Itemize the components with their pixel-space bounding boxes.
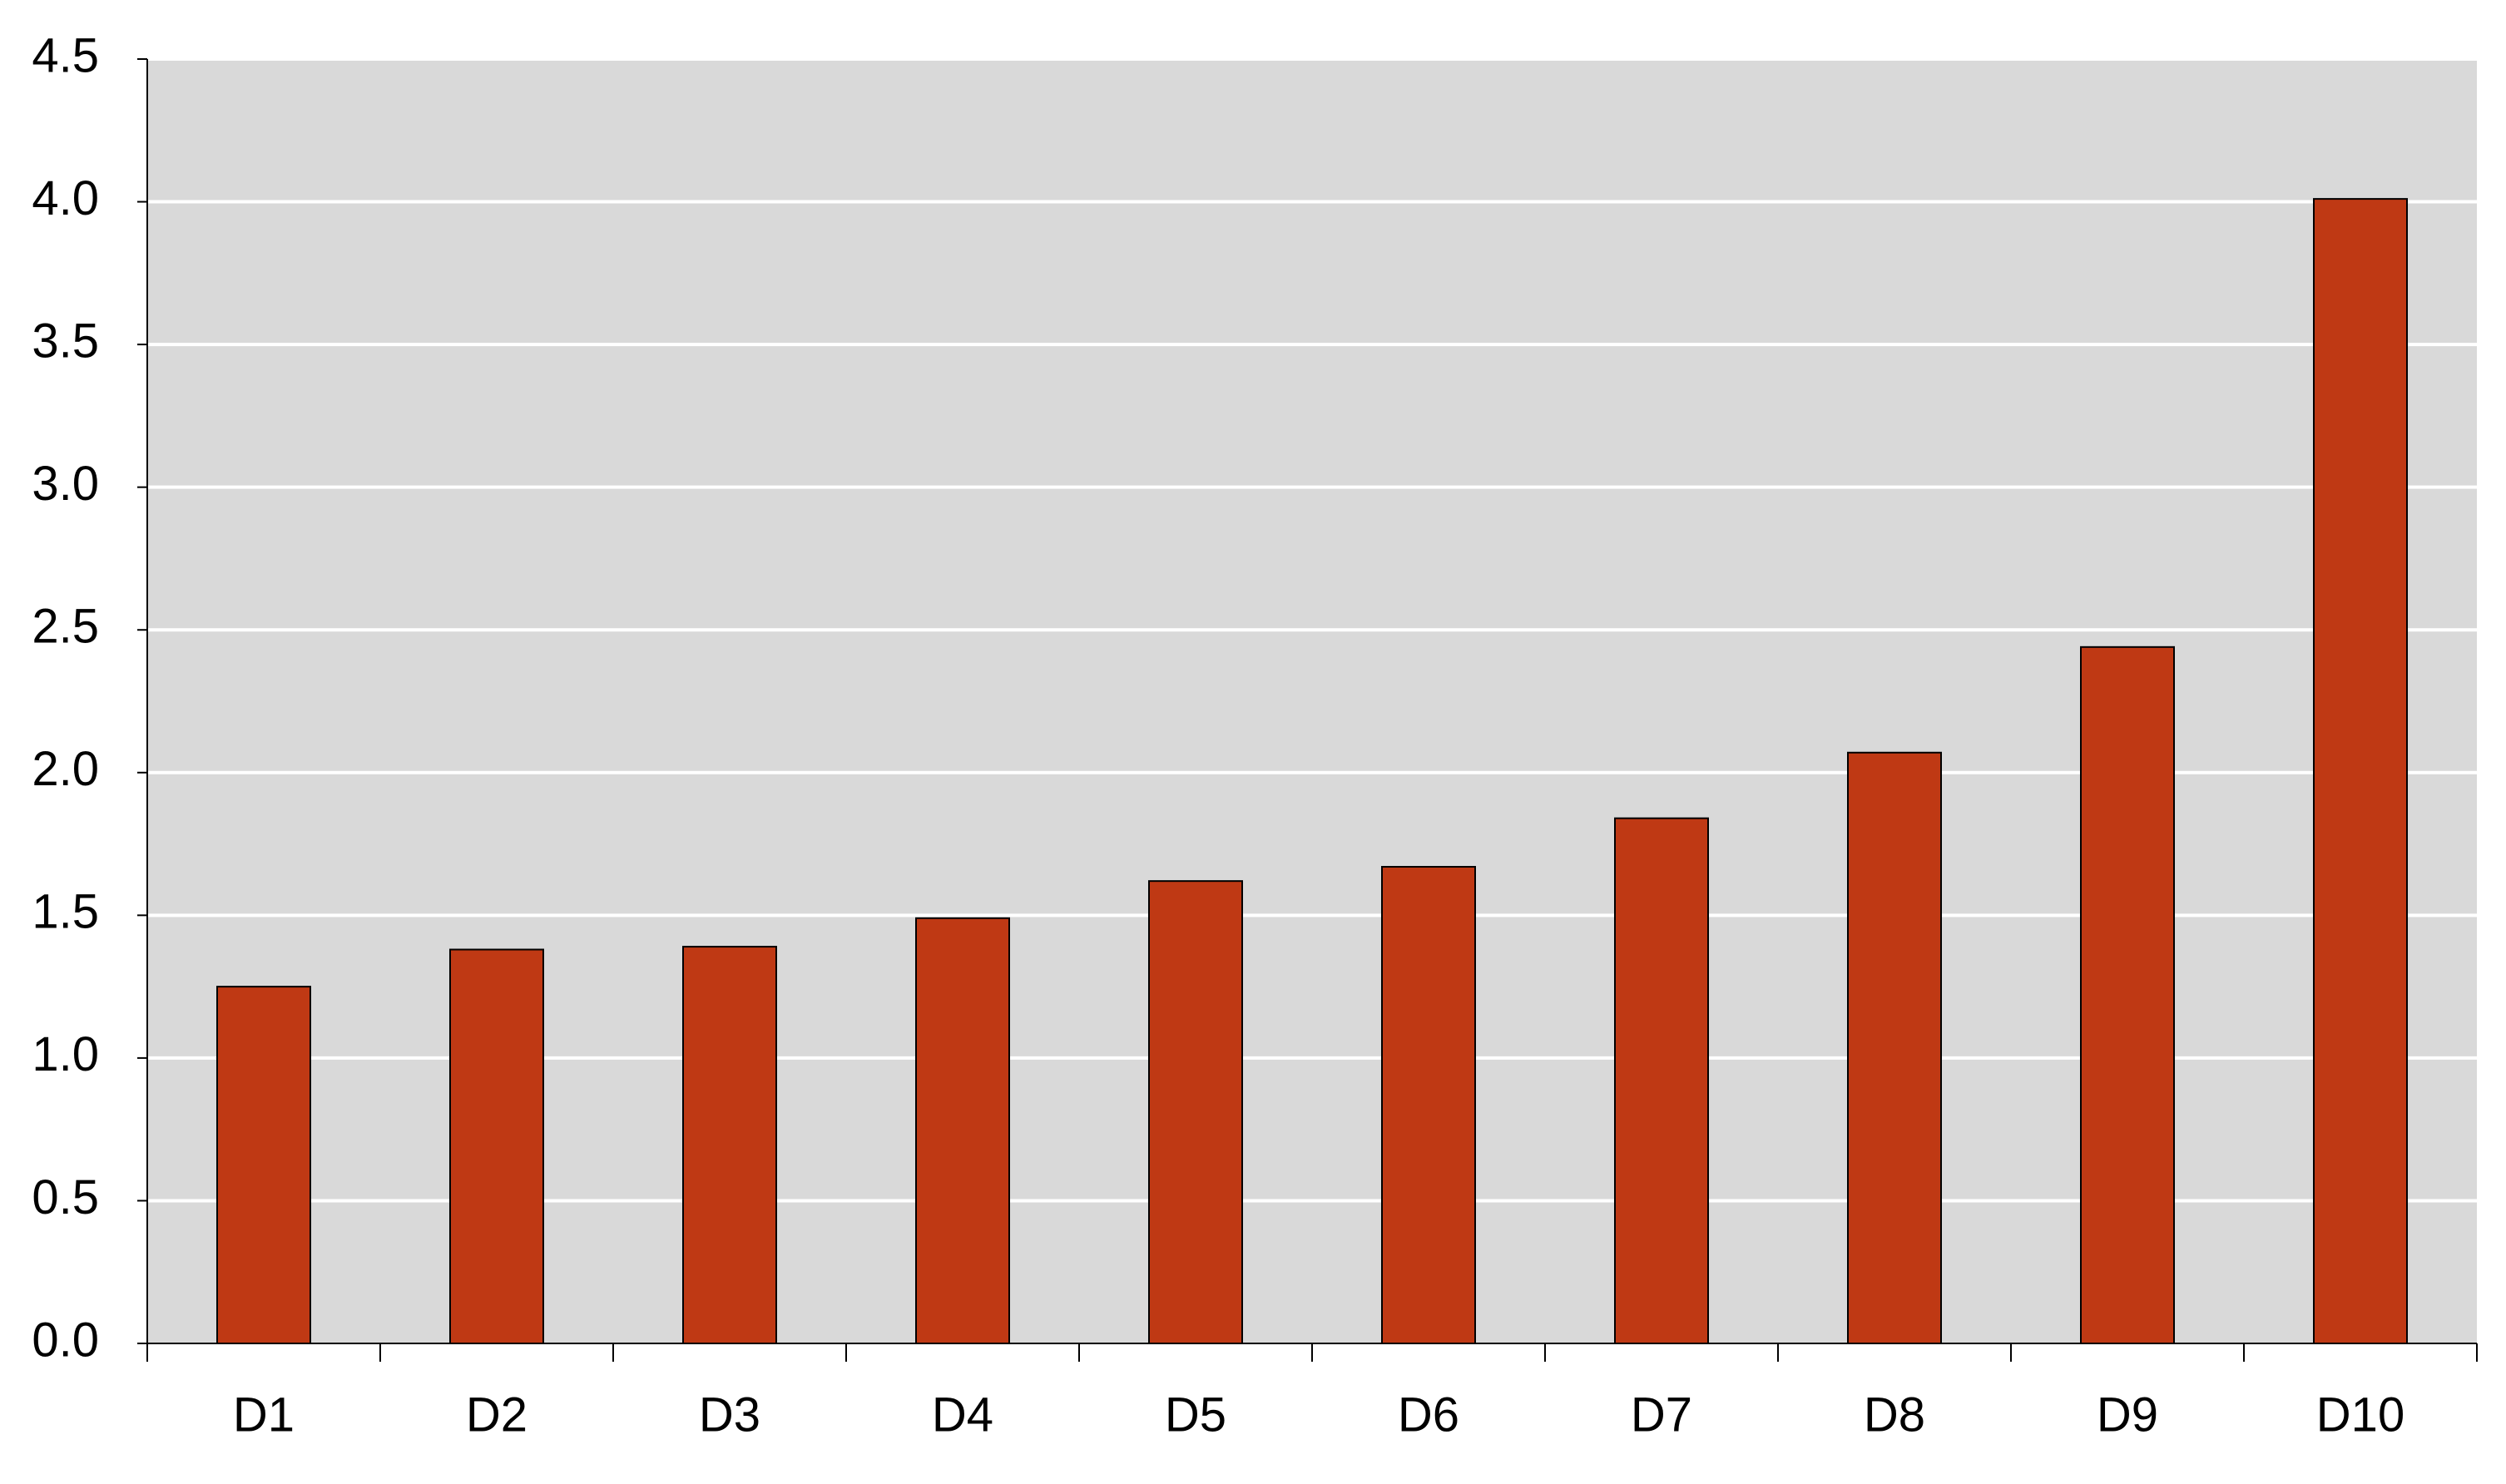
x-tick-label: D1 xyxy=(233,1388,295,1442)
x-tick-label: D4 xyxy=(932,1388,993,1442)
x-tick-label: D5 xyxy=(1165,1388,1226,1442)
x-tick-label: D3 xyxy=(699,1388,760,1442)
y-tick-label: 4.0 xyxy=(32,171,99,225)
bar xyxy=(2080,646,2175,1344)
y-tick-label: 3.5 xyxy=(32,314,99,368)
x-tick-label: D2 xyxy=(466,1388,527,1442)
bar xyxy=(1381,866,1476,1344)
y-tick-label: 2.0 xyxy=(32,742,99,796)
bar xyxy=(915,917,1010,1344)
x-tick-label: D6 xyxy=(1398,1388,1459,1442)
bar xyxy=(1148,880,1243,1345)
y-tick-label: 2.5 xyxy=(32,600,99,654)
x-tick-label: D7 xyxy=(1631,1388,1692,1442)
bar xyxy=(1847,751,1942,1344)
y-tick-label: 0.0 xyxy=(32,1313,99,1367)
x-tick-label: D9 xyxy=(2097,1388,2158,1442)
x-tick-label: D10 xyxy=(2316,1388,2404,1442)
y-tick-label: 4.5 xyxy=(32,28,99,82)
bar xyxy=(1614,817,1709,1344)
bar xyxy=(2313,198,2408,1345)
bar xyxy=(216,986,311,1344)
y-tick-label: 0.5 xyxy=(32,1170,99,1224)
y-tick-label: 1.0 xyxy=(32,1027,99,1081)
bar xyxy=(682,946,777,1344)
y-tick-label: 3.0 xyxy=(32,457,99,511)
y-tick-label: 1.5 xyxy=(32,885,99,939)
x-tick-label: D8 xyxy=(1864,1388,1925,1442)
bar xyxy=(449,948,544,1345)
